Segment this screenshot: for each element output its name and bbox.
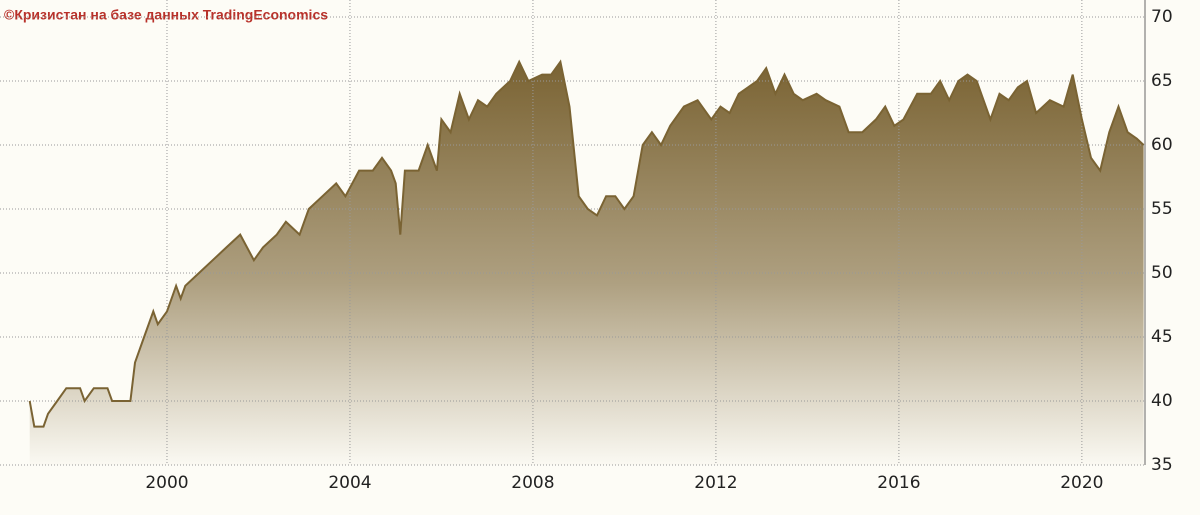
y-tick-label: 70 [1151,7,1173,27]
y-tick-label: 60 [1151,135,1173,155]
x-tick-label: 2008 [511,473,554,493]
y-tick-label: 45 [1151,327,1173,347]
chart-title: ©Кризистан на базе данных TradingEconomi… [4,7,328,23]
x-tick-label: 2016 [877,473,920,493]
y-tick-label: 65 [1151,71,1173,91]
y-tick-label: 35 [1151,455,1173,475]
y-tick-label: 55 [1151,199,1173,219]
y-tick-label: 40 [1151,391,1173,411]
x-tick-label: 2000 [145,473,188,493]
y-tick-label: 50 [1151,263,1173,283]
area-line [28,59,1145,428]
area-fill [29,61,1144,466]
x-tick-label: 2012 [694,473,737,493]
x-tick-label: 2020 [1060,473,1103,493]
x-tick-label: 2004 [328,473,371,493]
